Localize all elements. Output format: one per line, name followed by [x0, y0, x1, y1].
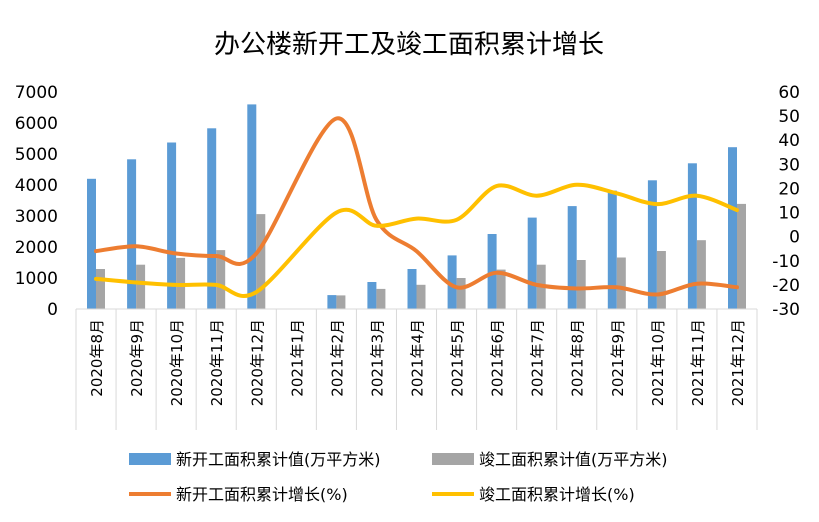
line-completed-growth [94, 182, 739, 299]
x-axis-tick-label: 2021年3月 [368, 319, 386, 397]
bar-completed [336, 295, 346, 309]
legend-label: 新开工面积累计增长(%) [176, 485, 348, 504]
bar-completed [416, 284, 426, 309]
bar-completed [136, 264, 146, 309]
bar-new-start [247, 104, 257, 310]
right-axis-tick-label: -10 [772, 252, 800, 272]
line-new-start-growth [94, 116, 739, 297]
right-axis-tick-label: 40 [778, 131, 800, 151]
bar-completed [616, 257, 626, 309]
legend-swatch-bar [129, 453, 171, 465]
chart-title: 办公楼新开工及竣工面积累计增长 [214, 30, 604, 60]
right-axis-tick-label: 50 [778, 107, 800, 127]
bar-new-start [527, 217, 537, 309]
bar-completed [456, 278, 466, 309]
bar-completed [376, 288, 386, 309]
bar-new-start [327, 295, 337, 309]
x-axis-tick-label: 2021年11月 [689, 319, 707, 406]
legend-label: 新开工面积累计值(万平方米) [176, 450, 381, 469]
right-axis: -30 -20 -10 0 10 20 30 40 50 60 [772, 83, 800, 320]
left-axis: 0 1000 2000 3000 4000 5000 6000 7000 [15, 83, 58, 320]
bar-new-start [167, 142, 177, 309]
right-axis-tick-label: 10 [778, 204, 800, 224]
x-axis: 2020年8月 2020年9月 2020年10月 2020年11月 2020年12月 20… [75, 308, 758, 430]
legend-label: 竣工面积累计增长(%) [479, 485, 635, 504]
bar-new-start [87, 178, 96, 309]
bar-series-group [87, 104, 746, 310]
bar-completed [96, 269, 105, 309]
x-axis-tick-label: 2021年4月 [409, 319, 427, 397]
x-axis-tick-label: 2020年12月 [248, 319, 266, 406]
bar-new-start [487, 234, 497, 309]
left-axis-tick-label: 2000 [15, 238, 58, 258]
left-axis-tick-label: 5000 [15, 145, 58, 165]
bar-completed [216, 250, 226, 309]
x-axis-tick-label: 2020年8月 [88, 319, 106, 397]
bar-new-start [207, 128, 217, 309]
left-axis-tick-label: 3000 [15, 207, 58, 227]
right-axis-tick-label: -30 [772, 300, 800, 320]
x-axis-tick-label: 2021年6月 [489, 319, 507, 397]
bar-completed [576, 260, 586, 309]
x-axis-tick-label: 2020年11月 [208, 319, 226, 406]
right-axis-tick-label: -20 [772, 276, 800, 296]
legend-swatch-bar [432, 453, 474, 465]
right-axis-tick-label: 60 [778, 83, 800, 103]
left-axis-tick-label: 4000 [15, 176, 58, 196]
x-axis-tick-label: 2021年5月 [449, 319, 467, 397]
bar-new-start [407, 269, 417, 309]
bar-new-start [127, 159, 137, 309]
bar-new-start [447, 255, 457, 309]
right-axis-tick-label: 30 [778, 155, 800, 175]
x-axis-tick-label: 2020年9月 [128, 319, 146, 397]
bar-new-start [687, 163, 697, 309]
bar-new-start [607, 190, 617, 309]
legend: 新开工面积累计值(万平方米) 竣工面积累计值(万平方米) 新开工面积累计增长(%) 竣… [129, 450, 668, 504]
bar-completed [737, 203, 746, 309]
legend-label: 竣工面积累计值(万平方米) [479, 450, 668, 469]
x-axis-tick-label: 2021年1月 [288, 319, 306, 397]
bar-new-start [367, 282, 377, 309]
left-axis-tick-label: 7000 [15, 83, 58, 103]
right-axis-tick-label: 20 [778, 179, 800, 199]
x-axis-tick-label: 2020年10月 [168, 319, 186, 406]
right-axis-tick-label: 0 [789, 228, 800, 248]
bar-new-start [567, 206, 577, 309]
x-axis-tick-label: 2021年9月 [609, 319, 627, 397]
bar-completed [696, 240, 706, 309]
bar-completed [656, 251, 666, 309]
x-axis-tick-label: 2021年8月 [569, 319, 587, 397]
x-axis-tick-label: 2021年10月 [649, 319, 667, 406]
x-axis-tick-label: 2021年2月 [328, 319, 346, 397]
left-axis-tick-label: 0 [47, 300, 58, 320]
left-axis-tick-label: 6000 [15, 114, 58, 134]
bar-completed [496, 269, 506, 309]
bar-new-start [647, 180, 657, 309]
line-series-group [94, 116, 739, 299]
bar-completed [256, 214, 266, 309]
left-axis-tick-label: 1000 [15, 269, 58, 289]
x-axis-tick-label: 2021年7月 [529, 319, 547, 397]
bar-new-start [728, 147, 737, 309]
x-axis-tick-label: 2021年12月 [729, 319, 747, 406]
